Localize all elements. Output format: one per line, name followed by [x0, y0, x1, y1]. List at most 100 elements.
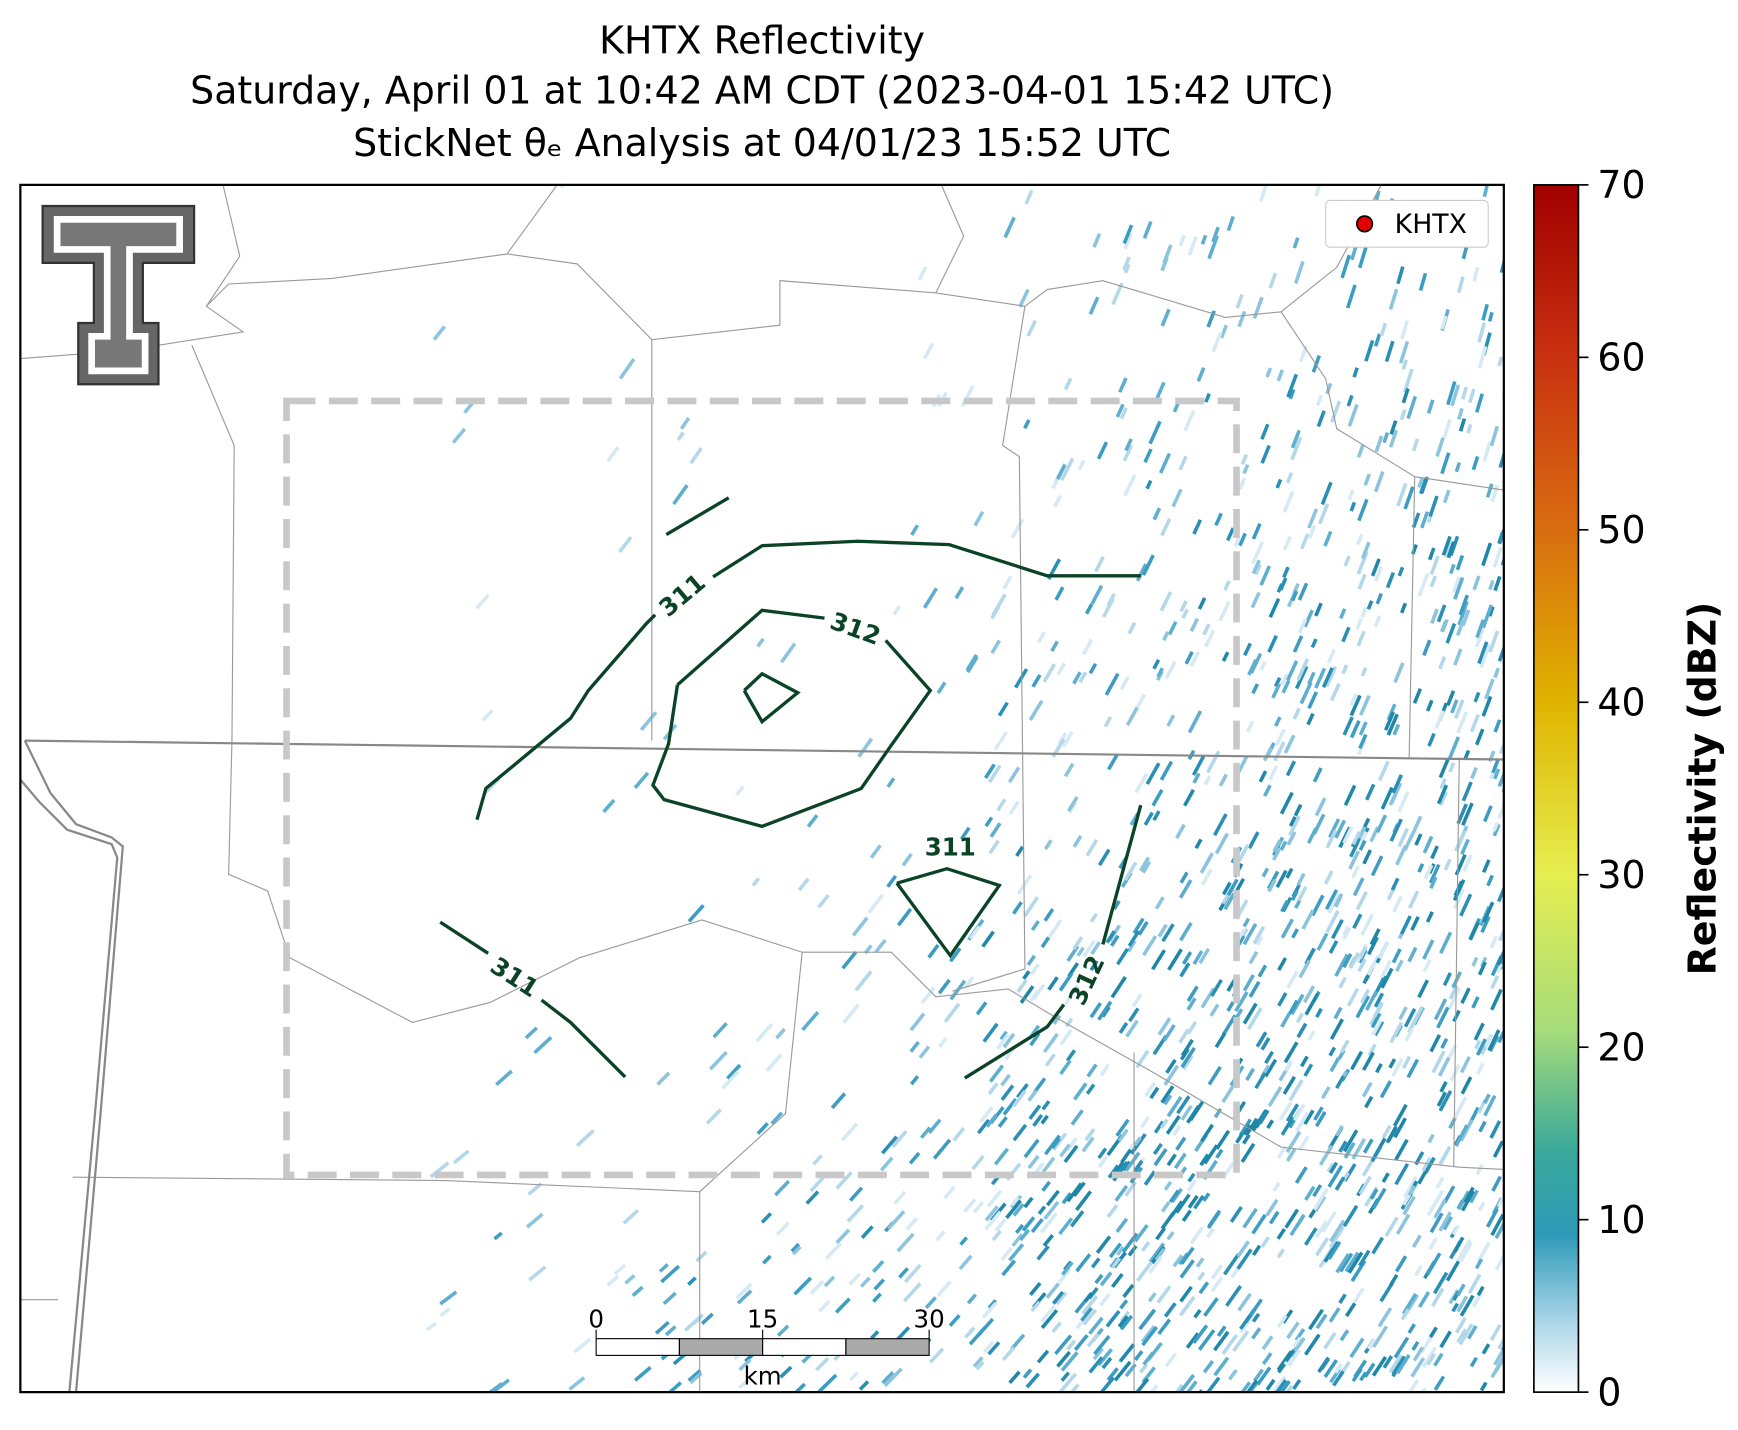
- radar-gate: [1477, 961, 1487, 976]
- radar-gate: [1447, 541, 1456, 557]
- radar-gate: [1514, 1010, 1527, 1033]
- radar-gate: [1059, 1143, 1071, 1158]
- radar-gate: [1490, 988, 1503, 1011]
- radar-gate: [1493, 719, 1502, 733]
- radar-gate: [1249, 652, 1263, 674]
- radar-gate: [1085, 839, 1099, 857]
- radar-gate: [1067, 796, 1079, 812]
- radar-gate: [1475, 619, 1486, 639]
- radar-gate: [1449, 563, 1456, 575]
- radar-gate: [775, 1221, 790, 1236]
- radar-gate: [1388, 1058, 1397, 1069]
- radar-gate: [988, 764, 1002, 784]
- radar-gate: [1374, 190, 1381, 202]
- radar-gate: [1276, 1145, 1288, 1159]
- radar-gate: [1192, 772, 1201, 784]
- radar-gate: [1141, 1325, 1159, 1347]
- scale-label: 30: [914, 1305, 945, 1334]
- radar-gate: [1358, 733, 1368, 750]
- radar-gate: [1206, 750, 1221, 774]
- radar-gate: [1512, 261, 1519, 275]
- radar-gate: [1280, 918, 1294, 939]
- radar-gate: [1142, 220, 1153, 239]
- radar-gate: [1221, 1014, 1237, 1036]
- radar-gate: [1189, 1100, 1205, 1122]
- colorbar-tick-label: 60: [1597, 336, 1645, 380]
- radar-gate: [920, 986, 936, 1005]
- radar-gate: [909, 1012, 926, 1032]
- radar-gate: [1056, 662, 1067, 676]
- radar-gate: [1483, 805, 1493, 823]
- radar-gate: [1391, 1355, 1406, 1376]
- radar-gate: [1284, 1208, 1300, 1229]
- radar-gate: [1349, 694, 1362, 717]
- radar-gate: [1242, 1207, 1258, 1229]
- radar-gate: [1199, 852, 1214, 874]
- radar-gate: [613, 1263, 627, 1276]
- radar-gate: [1451, 1224, 1460, 1236]
- radar-gate: [1202, 1192, 1211, 1202]
- radar-gate: [1166, 1096, 1183, 1118]
- radar-gate: [1296, 1022, 1308, 1039]
- radar-gate: [1373, 1020, 1385, 1037]
- radar-gate: [1388, 429, 1399, 448]
- radar-gate: [1304, 993, 1320, 1016]
- radar-gate: [1488, 630, 1500, 653]
- radar-gate: [1348, 951, 1360, 969]
- radar-gate: [1178, 455, 1188, 471]
- radar-gate: [993, 731, 1008, 751]
- radar-gate: [909, 1040, 920, 1053]
- radar-gate: [1507, 1373, 1515, 1383]
- radar-gate: [1451, 1302, 1460, 1313]
- radar-gate: [1452, 879, 1466, 902]
- radar-gate: [1379, 1282, 1394, 1303]
- radar-gate: [1438, 757, 1450, 779]
- radar-gate: [1075, 1190, 1093, 1212]
- radar-gate: [1320, 1358, 1330, 1371]
- radar-gate: [1193, 1309, 1202, 1319]
- colorbar-label: Reflectivity (dBZ): [1680, 602, 1724, 976]
- radar-gate: [996, 798, 1007, 812]
- radar-gate: [1367, 1043, 1377, 1057]
- radar-gate: [1471, 956, 1479, 967]
- radar-gate: [1221, 1333, 1239, 1355]
- radar-gate: [1420, 511, 1430, 529]
- radar-gate: [1223, 1253, 1240, 1276]
- radar-gate: [1443, 1185, 1456, 1204]
- radar-gate: [1367, 936, 1379, 956]
- radar-gate: [972, 1200, 985, 1214]
- radar-gate: [1251, 1213, 1267, 1235]
- radar-gate: [910, 524, 920, 536]
- radar-gate: [1037, 631, 1046, 644]
- radar-gate: [1389, 420, 1398, 435]
- radar-gate: [1026, 954, 1036, 967]
- radar-gate: [1481, 604, 1493, 629]
- radar-gate: [938, 1037, 948, 1048]
- radar-gate: [1507, 1248, 1517, 1262]
- radar-gate: [1352, 367, 1359, 378]
- radar-gate: [1349, 835, 1363, 858]
- radar-gate: [1283, 734, 1296, 754]
- radar-gate: [1454, 1124, 1469, 1147]
- radar-gate: [1296, 872, 1306, 886]
- radar-gate: [1297, 885, 1308, 902]
- radar-gate: [1371, 1325, 1389, 1349]
- radar-gate: [1360, 913, 1374, 936]
- radar-gate: [1477, 345, 1488, 369]
- radar-gate: [893, 1190, 907, 1205]
- radar-gate: [1238, 532, 1247, 547]
- radar-gate: [1403, 1007, 1417, 1028]
- radar-gate: [475, 593, 490, 610]
- radar-gate: [1369, 1188, 1379, 1200]
- radar-gate: [1471, 996, 1480, 1009]
- radar-gate: [1151, 788, 1164, 807]
- radar-gate: [1060, 1371, 1071, 1382]
- radar-gate: [1045, 1189, 1060, 1207]
- radar-gate: [1242, 923, 1258, 946]
- radar-gate: [1232, 1330, 1250, 1352]
- radar-gate: [1334, 953, 1349, 977]
- contour-label: 312: [827, 606, 885, 651]
- radar-gate: [1057, 1267, 1072, 1284]
- radar-gate: [1115, 1246, 1125, 1256]
